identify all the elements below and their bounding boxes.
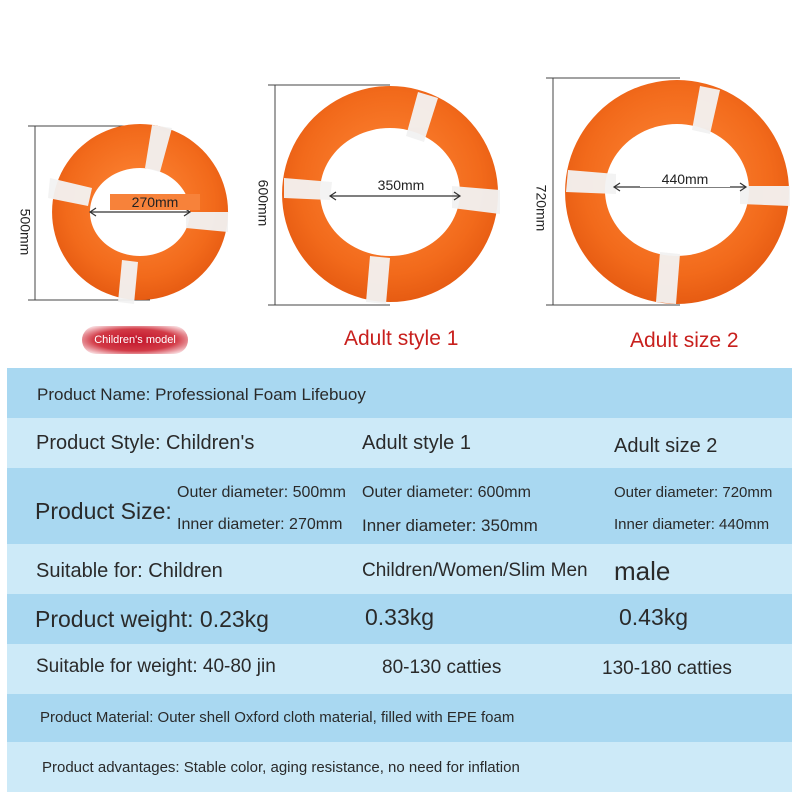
suitable-weight-col2: 80-130 catties <box>382 657 502 678</box>
caption-adult-size-2: Adult size 2 <box>630 329 739 352</box>
suitable-col3: male <box>614 556 671 586</box>
spec-table: Product Name: Professional Foam Lifebuoy… <box>7 368 792 792</box>
ring3-inner-dimension: 440mm <box>640 171 730 187</box>
ring2-outer-dimension: 600mm <box>255 179 272 227</box>
row-product-weight: Product weight: 0.23kg 0.33kg 0.43kg <box>7 594 792 644</box>
style-col2: Adult style 1 <box>362 432 471 454</box>
suitable-col2: Children/Women/Slim Men <box>362 560 588 581</box>
lifebuoy-children-image <box>28 77 790 306</box>
suitable-label: Suitable for: Children <box>36 560 223 582</box>
lifebuoy-ring-1 <box>48 124 229 304</box>
ring1-outer-dimension: 500mm <box>17 208 34 256</box>
weight-col2: 0.33kg <box>365 604 435 630</box>
ring3-dimension-lines <box>546 77 680 306</box>
size-c2-inner: Inner diameter: 350mm <box>362 516 538 535</box>
row-product-name: Product Name: Professional Foam Lifebuoy <box>7 368 792 418</box>
row-product-advantages: Product advantages: Stable color, aging … <box>7 742 792 792</box>
row-product-style: Product Style: Children's Adult style 1 … <box>7 418 792 468</box>
advantages-text: Product advantages: Stable color, aging … <box>42 759 520 776</box>
size-c1-outer: Outer diameter: 500mm <box>177 484 346 501</box>
row-suitable-weight: Suitable for weight: 40-80 jin 80-130 ca… <box>7 644 792 694</box>
lifebuoy-ring-3 <box>565 80 790 304</box>
size-c3-outer: Outer diameter: 720mm <box>614 484 773 501</box>
product-name-text: Product Name: Professional Foam Lifebuoy <box>37 385 366 404</box>
suitable-weight-col3: 130-180 catties <box>602 658 732 679</box>
style-col3: Adult size 2 <box>614 435 718 457</box>
style-label: Product Style: Children's <box>36 432 255 454</box>
row-suitable-for: Suitable for: Children Children/Women/Sl… <box>7 544 792 594</box>
size-c1-inner: Inner diameter: 270mm <box>177 516 343 533</box>
size-c2-outer: Outer diameter: 600mm <box>362 484 531 501</box>
ring3-outer-dimension: 720mm <box>533 184 550 232</box>
size-label: Product Size: <box>35 498 172 524</box>
ring2-inner-dimension: 350mm <box>356 177 446 193</box>
size-c3-inner: Inner diameter: 440mm <box>614 516 770 533</box>
suitable-weight-label: Suitable for weight: 40-80 jin <box>36 656 276 677</box>
material-text: Product Material: Outer shell Oxford clo… <box>40 709 515 726</box>
weight-label: Product weight: 0.23kg <box>35 606 269 632</box>
caption-adult-style-1: Adult style 1 <box>344 327 459 350</box>
lifebuoy-ring-2 <box>282 86 500 304</box>
caption-children-model: Children's model <box>82 326 188 354</box>
row-product-size: Product Size: Outer diameter: 500mm Inne… <box>7 468 792 544</box>
weight-col3: 0.43kg <box>619 604 689 630</box>
row-product-material: Product Material: Outer shell Oxford clo… <box>7 694 792 742</box>
ring1-inner-dimension: 270mm <box>110 194 200 210</box>
ring2-dimension-lines <box>268 84 390 306</box>
